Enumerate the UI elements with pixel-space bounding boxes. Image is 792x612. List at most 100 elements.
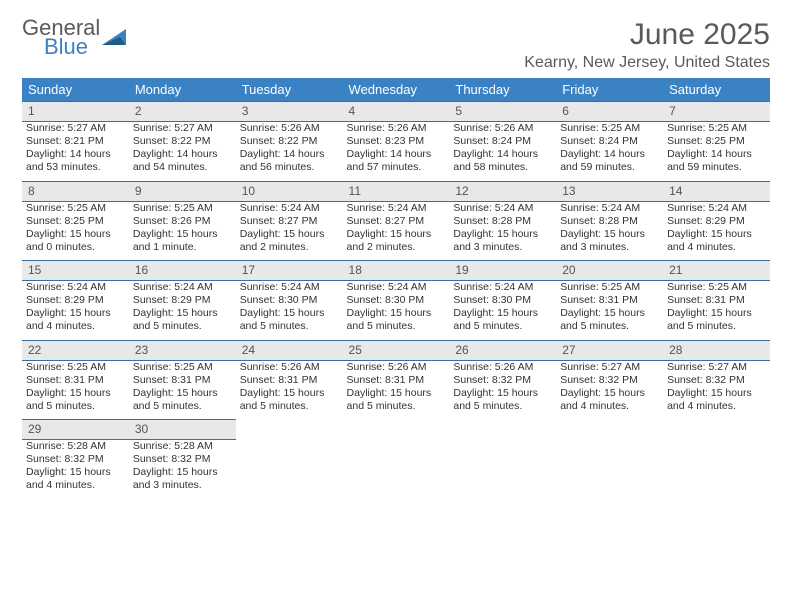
- sunset-text: Sunset: 8:29 PM: [667, 215, 766, 228]
- day-info-row: Sunrise: 5:25 AMSunset: 8:31 PMDaylight:…: [22, 360, 770, 420]
- sunrise-text: Sunrise: 5:24 AM: [240, 202, 339, 215]
- sunset-text: Sunset: 8:31 PM: [240, 374, 339, 387]
- logo: General Blue: [22, 18, 130, 58]
- day-info-cell: Sunrise: 5:25 AMSunset: 8:31 PMDaylight:…: [663, 281, 770, 341]
- weekday-header: Thursday: [449, 78, 556, 102]
- sunrise-text: Sunrise: 5:25 AM: [560, 122, 659, 135]
- sunset-text: Sunset: 8:32 PM: [453, 374, 552, 387]
- sunrise-text: Sunrise: 5:24 AM: [240, 281, 339, 294]
- sunset-text: Sunset: 8:29 PM: [133, 294, 232, 307]
- calendar-table: SundayMondayTuesdayWednesdayThursdayFrid…: [22, 78, 770, 499]
- sunrise-text: Sunrise: 5:26 AM: [347, 122, 446, 135]
- sunset-text: Sunset: 8:24 PM: [560, 135, 659, 148]
- weekday-header: Tuesday: [236, 78, 343, 102]
- daylight-text: Daylight: 15 hours and 2 minutes.: [240, 228, 339, 254]
- day-number-cell: 30: [129, 420, 236, 440]
- day-number-cell: 2: [129, 102, 236, 122]
- day-info-cell: Sunrise: 5:25 AMSunset: 8:24 PMDaylight:…: [556, 122, 663, 182]
- daylight-text: Daylight: 15 hours and 5 minutes.: [347, 307, 446, 333]
- day-info-cell: Sunrise: 5:27 AMSunset: 8:32 PMDaylight:…: [556, 360, 663, 420]
- day-info-cell: Sunrise: 5:25 AMSunset: 8:31 PMDaylight:…: [129, 360, 236, 420]
- day-number-cell: 20: [556, 261, 663, 281]
- day-number-cell: 11: [343, 181, 450, 201]
- sunset-text: Sunset: 8:31 PM: [26, 374, 125, 387]
- sunset-text: Sunset: 8:24 PM: [453, 135, 552, 148]
- day-info-cell: Sunrise: 5:28 AMSunset: 8:32 PMDaylight:…: [129, 440, 236, 499]
- sunrise-text: Sunrise: 5:24 AM: [133, 281, 232, 294]
- day-info-cell: Sunrise: 5:25 AMSunset: 8:31 PMDaylight:…: [22, 360, 129, 420]
- logo-icon: [102, 27, 130, 49]
- sunrise-text: Sunrise: 5:27 AM: [560, 361, 659, 374]
- sunrise-text: Sunrise: 5:24 AM: [26, 281, 125, 294]
- daylight-text: Daylight: 15 hours and 5 minutes.: [26, 387, 125, 413]
- day-info-cell: [449, 440, 556, 499]
- sunrise-text: Sunrise: 5:24 AM: [347, 281, 446, 294]
- sunrise-text: Sunrise: 5:26 AM: [240, 122, 339, 135]
- calendar-header-row: SundayMondayTuesdayWednesdayThursdayFrid…: [22, 78, 770, 102]
- daylight-text: Daylight: 15 hours and 5 minutes.: [133, 387, 232, 413]
- day-info-cell: Sunrise: 5:28 AMSunset: 8:32 PMDaylight:…: [22, 440, 129, 499]
- day-number-cell: [556, 420, 663, 440]
- calendar-body: 1234567Sunrise: 5:27 AMSunset: 8:21 PMDa…: [22, 102, 770, 499]
- sunset-text: Sunset: 8:31 PM: [560, 294, 659, 307]
- day-number-cell: 24: [236, 340, 343, 360]
- logo-word2: Blue: [44, 37, 100, 58]
- sunrise-text: Sunrise: 5:27 AM: [26, 122, 125, 135]
- day-number-cell: 19: [449, 261, 556, 281]
- sunset-text: Sunset: 8:21 PM: [26, 135, 125, 148]
- day-number-cell: 25: [343, 340, 450, 360]
- day-number-cell: 28: [663, 340, 770, 360]
- day-info-cell: Sunrise: 5:24 AMSunset: 8:28 PMDaylight:…: [449, 201, 556, 261]
- sunrise-text: Sunrise: 5:28 AM: [133, 440, 232, 453]
- day-info-cell: Sunrise: 5:24 AMSunset: 8:27 PMDaylight:…: [343, 201, 450, 261]
- sunrise-text: Sunrise: 5:24 AM: [453, 281, 552, 294]
- daylight-text: Daylight: 15 hours and 5 minutes.: [560, 307, 659, 333]
- sunrise-text: Sunrise: 5:25 AM: [133, 361, 232, 374]
- weekday-header: Sunday: [22, 78, 129, 102]
- daylight-text: Daylight: 15 hours and 3 minutes.: [453, 228, 552, 254]
- sunrise-text: Sunrise: 5:25 AM: [667, 122, 766, 135]
- daylight-text: Daylight: 14 hours and 58 minutes.: [453, 148, 552, 174]
- sunset-text: Sunset: 8:28 PM: [560, 215, 659, 228]
- day-number-cell: 26: [449, 340, 556, 360]
- weekday-header: Monday: [129, 78, 236, 102]
- day-info-cell: Sunrise: 5:25 AMSunset: 8:26 PMDaylight:…: [129, 201, 236, 261]
- sunset-text: Sunset: 8:22 PM: [133, 135, 232, 148]
- sunset-text: Sunset: 8:32 PM: [26, 453, 125, 466]
- day-info-cell: Sunrise: 5:26 AMSunset: 8:24 PMDaylight:…: [449, 122, 556, 182]
- day-number-cell: 4: [343, 102, 450, 122]
- daylight-text: Daylight: 15 hours and 5 minutes.: [240, 387, 339, 413]
- day-number-row: 22232425262728: [22, 340, 770, 360]
- daylight-text: Daylight: 15 hours and 3 minutes.: [560, 228, 659, 254]
- daylight-text: Daylight: 14 hours and 54 minutes.: [133, 148, 232, 174]
- day-info-cell: Sunrise: 5:24 AMSunset: 8:30 PMDaylight:…: [236, 281, 343, 341]
- day-number-cell: [449, 420, 556, 440]
- daylight-text: Daylight: 14 hours and 57 minutes.: [347, 148, 446, 174]
- day-info-row: Sunrise: 5:28 AMSunset: 8:32 PMDaylight:…: [22, 440, 770, 499]
- sunrise-text: Sunrise: 5:26 AM: [347, 361, 446, 374]
- day-info-cell: Sunrise: 5:24 AMSunset: 8:30 PMDaylight:…: [449, 281, 556, 341]
- sunset-text: Sunset: 8:25 PM: [26, 215, 125, 228]
- day-info-row: Sunrise: 5:25 AMSunset: 8:25 PMDaylight:…: [22, 201, 770, 261]
- sunset-text: Sunset: 8:27 PM: [347, 215, 446, 228]
- sunrise-text: Sunrise: 5:27 AM: [133, 122, 232, 135]
- day-number-cell: 16: [129, 261, 236, 281]
- sunrise-text: Sunrise: 5:25 AM: [133, 202, 232, 215]
- day-number-cell: 14: [663, 181, 770, 201]
- sunset-text: Sunset: 8:31 PM: [133, 374, 232, 387]
- day-number-cell: 7: [663, 102, 770, 122]
- sunrise-text: Sunrise: 5:25 AM: [560, 281, 659, 294]
- sunrise-text: Sunrise: 5:24 AM: [347, 202, 446, 215]
- day-number-cell: [236, 420, 343, 440]
- day-number-cell: 21: [663, 261, 770, 281]
- sunset-text: Sunset: 8:30 PM: [347, 294, 446, 307]
- day-number-cell: 9: [129, 181, 236, 201]
- sunrise-text: Sunrise: 5:25 AM: [26, 202, 125, 215]
- day-number-row: 15161718192021: [22, 261, 770, 281]
- sunrise-text: Sunrise: 5:25 AM: [667, 281, 766, 294]
- sunrise-text: Sunrise: 5:27 AM: [667, 361, 766, 374]
- day-number-cell: [663, 420, 770, 440]
- sunset-text: Sunset: 8:23 PM: [347, 135, 446, 148]
- day-info-cell: Sunrise: 5:27 AMSunset: 8:21 PMDaylight:…: [22, 122, 129, 182]
- sunset-text: Sunset: 8:31 PM: [347, 374, 446, 387]
